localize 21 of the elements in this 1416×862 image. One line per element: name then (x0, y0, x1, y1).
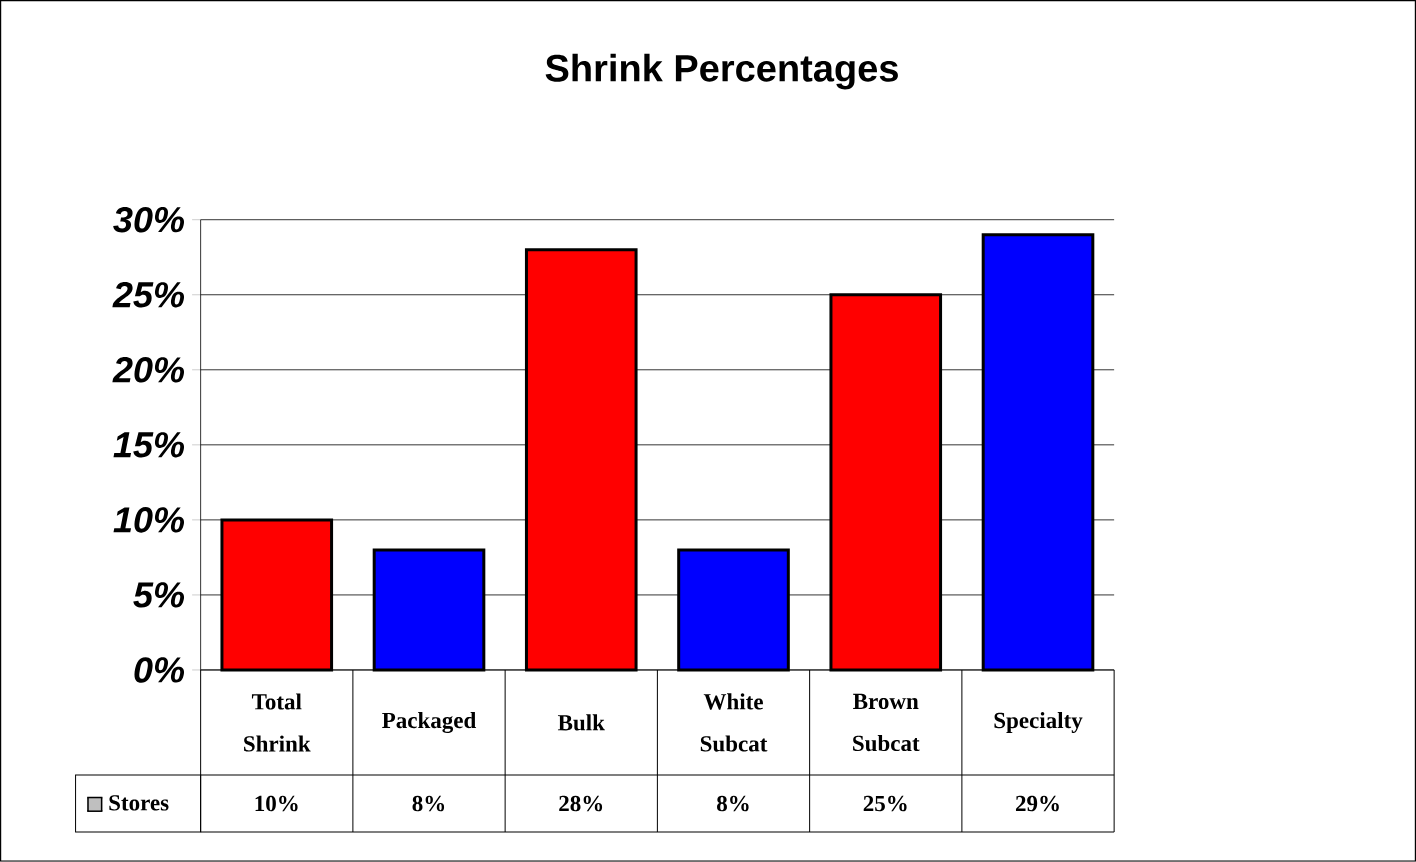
data-label: 28% (559, 795, 603, 812)
x-tick-label: Packaged (382, 712, 477, 734)
y-tick-label: 25% (112, 282, 185, 308)
data-label: 8% (412, 795, 445, 812)
x-tick-label: Total Shrink (244, 693, 311, 752)
x-tick-label: Specialty (994, 712, 1083, 734)
y-tick-label: 0% (134, 657, 185, 683)
data-label: 29% (1015, 795, 1059, 812)
y-tick-label: 15% (113, 432, 185, 458)
x-tick-label: Brown Subcat (853, 693, 920, 752)
data-label: 8% (717, 795, 749, 812)
x-tick-label: Bulk (557, 714, 605, 731)
data-label: 25% (863, 795, 907, 812)
legend-label: Stores (109, 795, 169, 811)
x-tick-label: White Subcat (700, 693, 768, 752)
y-tick-label: 10% (113, 507, 185, 533)
data-label: 10% (255, 795, 298, 812)
y-tick-label: 30% (113, 207, 185, 233)
y-tick-label: 20% (112, 357, 185, 383)
y-tick-label: 5% (133, 582, 185, 608)
chart-title: Shrink Percentages (545, 53, 898, 90)
